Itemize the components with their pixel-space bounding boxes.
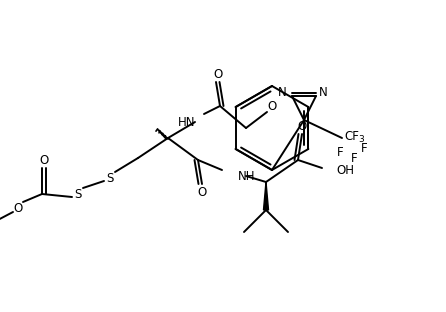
Text: N: N [278, 85, 287, 99]
Text: 3: 3 [358, 134, 364, 144]
Text: HN: HN [178, 115, 195, 129]
Polygon shape [264, 182, 268, 210]
Text: F: F [351, 152, 357, 164]
Text: OH: OH [336, 163, 354, 177]
Text: CF: CF [344, 129, 359, 143]
Text: S: S [74, 188, 82, 201]
Text: O: O [267, 100, 277, 113]
Text: F: F [337, 145, 343, 158]
Text: O: O [213, 67, 222, 80]
Text: N: N [319, 85, 328, 99]
Text: F: F [361, 142, 368, 154]
Text: NH: NH [238, 169, 256, 183]
Text: O: O [297, 119, 307, 133]
Text: S: S [106, 172, 114, 184]
Text: O: O [198, 186, 206, 198]
Text: O: O [13, 202, 23, 215]
Text: O: O [39, 154, 48, 167]
